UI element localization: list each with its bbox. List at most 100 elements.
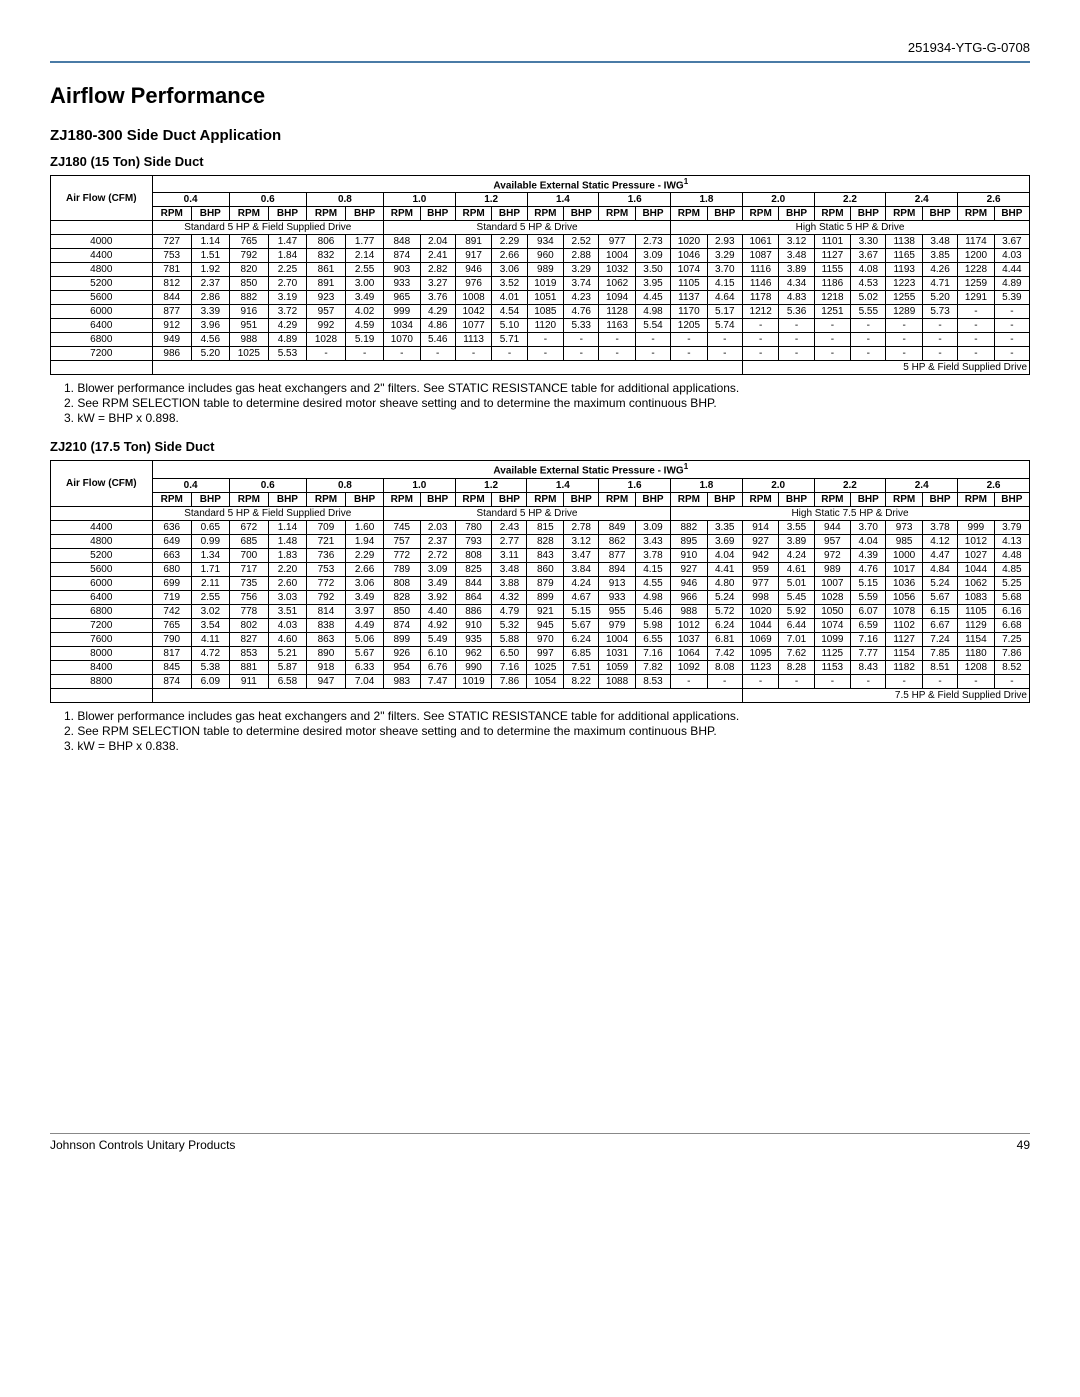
data-cell: 1092 — [671, 660, 708, 674]
data-cell: 863 — [306, 632, 345, 646]
data-cell: - — [886, 674, 923, 688]
data-cell: 765 — [229, 235, 268, 249]
data-cell: 790 — [152, 632, 191, 646]
data-cell: - — [599, 333, 636, 347]
data-cell: - — [742, 319, 779, 333]
data-cell: 1007 — [814, 576, 851, 590]
data-cell: 3.06 — [492, 263, 527, 277]
bhp-hdr: BHP — [420, 492, 455, 506]
data-cell: 802 — [229, 618, 268, 632]
data-cell: 2.52 — [564, 235, 599, 249]
data-cell: 1.51 — [191, 249, 229, 263]
data-cell: 4.02 — [346, 305, 384, 319]
cfm-cell: 7600 — [51, 632, 153, 646]
data-cell: 1095 — [742, 646, 779, 660]
data-cell: 5.67 — [564, 618, 599, 632]
data-cell: 1.92 — [191, 263, 229, 277]
data-cell: 3.96 — [191, 319, 229, 333]
cfm-cell: 6000 — [51, 305, 153, 319]
data-cell: 1138 — [886, 235, 923, 249]
data-cell: 742 — [152, 604, 191, 618]
data-cell: 997 — [527, 646, 564, 660]
data-cell: 895 — [671, 534, 708, 548]
data-cell: 7.42 — [707, 646, 742, 660]
cfm-cell: 5600 — [51, 291, 153, 305]
pressure-hdr: 1.4 — [527, 478, 599, 492]
data-cell: 0.65 — [191, 520, 229, 534]
data-cell: - — [779, 347, 814, 361]
data-cell: 966 — [671, 590, 708, 604]
data-cell: 1044 — [958, 562, 995, 576]
cfm-cell: 8000 — [51, 646, 153, 660]
data-cell: 5.10 — [492, 319, 527, 333]
data-cell: 7.77 — [851, 646, 886, 660]
data-cell: 2.03 — [420, 520, 455, 534]
rpm-hdr: RPM — [229, 492, 268, 506]
pressure-hdr: 0.6 — [229, 193, 306, 207]
data-cell: 3.69 — [707, 534, 742, 548]
data-cell: 3.72 — [269, 305, 307, 319]
data-cell: 772 — [306, 576, 345, 590]
data-cell: 1178 — [742, 291, 779, 305]
data-cell: 2.70 — [269, 277, 307, 291]
data-cell: 4.80 — [707, 576, 742, 590]
data-cell: 977 — [599, 235, 636, 249]
data-cell: 780 — [455, 520, 492, 534]
data-cell: 1291 — [958, 291, 995, 305]
bhp-hdr: BHP — [635, 492, 670, 506]
data-cell: 850 — [383, 604, 420, 618]
bhp-hdr: BHP — [994, 207, 1029, 221]
data-cell: 2.60 — [269, 576, 307, 590]
data-cell: 719 — [152, 590, 191, 604]
data-cell: 792 — [229, 249, 268, 263]
col-airflow: Air Flow (CFM) — [51, 461, 153, 506]
rpm-hdr: RPM — [814, 492, 851, 506]
data-cell: 4.61 — [779, 562, 814, 576]
data-cell: 5.73 — [923, 305, 958, 319]
data-cell: 1036 — [886, 576, 923, 590]
bhp-hdr: BHP — [269, 492, 307, 506]
data-cell: 4.79 — [492, 604, 527, 618]
data-cell: 3.06 — [346, 576, 384, 590]
data-cell: 1.34 — [191, 548, 229, 562]
data-cell: 6.24 — [564, 632, 599, 646]
pressure-hdr: 1.6 — [599, 193, 671, 207]
data-cell: - — [564, 333, 599, 347]
pressure-hdr: 2.6 — [958, 193, 1030, 207]
data-cell: 7.51 — [564, 660, 599, 674]
data-cell: 8.51 — [922, 660, 957, 674]
data-cell: 4.39 — [851, 548, 886, 562]
table2-title: ZJ210 (17.5 Ton) Side Duct — [50, 439, 1030, 454]
data-cell: 792 — [306, 590, 345, 604]
data-cell: 3.97 — [346, 604, 384, 618]
data-cell: 6.10 — [420, 646, 455, 660]
data-cell: 789 — [383, 562, 420, 576]
data-cell: 5.15 — [564, 604, 599, 618]
data-cell: 7.86 — [994, 646, 1029, 660]
rpm-hdr: RPM — [527, 492, 564, 506]
data-cell: - — [958, 305, 995, 319]
data-cell: 8.22 — [564, 674, 599, 688]
data-cell: 3.92 — [420, 590, 455, 604]
cfm-cell: 4800 — [51, 534, 153, 548]
data-cell: 5.36 — [779, 305, 814, 319]
data-cell: 947 — [306, 674, 345, 688]
data-cell: 4.11 — [191, 632, 229, 646]
data-cell: - — [779, 333, 814, 347]
cfm-cell: 8800 — [51, 674, 153, 688]
data-cell: 886 — [455, 604, 492, 618]
cfm-cell: 6800 — [51, 604, 153, 618]
data-cell: - — [958, 333, 995, 347]
data-cell: 4.29 — [269, 319, 307, 333]
data-cell: - — [671, 347, 708, 361]
data-cell: 3.49 — [346, 590, 384, 604]
col-airflow: Air Flow (CFM) — [51, 176, 153, 221]
data-cell: 899 — [527, 590, 564, 604]
data-cell: 2.29 — [346, 548, 384, 562]
data-cell: 1228 — [958, 263, 995, 277]
bhp-hdr: BHP — [851, 207, 886, 221]
data-cell: 3.12 — [564, 534, 599, 548]
data-cell: 4.03 — [269, 618, 307, 632]
data-cell: 977 — [742, 576, 779, 590]
rpm-hdr: RPM — [455, 207, 492, 221]
